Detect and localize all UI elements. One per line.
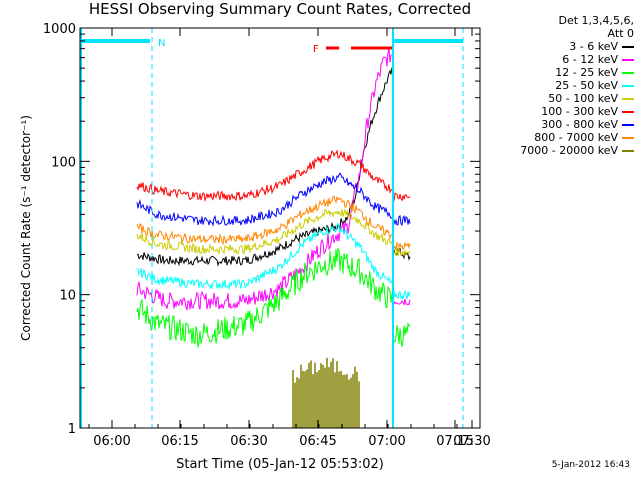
legend-swatch [622, 45, 634, 48]
legend-header-line-2: Att 0 [607, 27, 634, 40]
series-12-25-kev-line [136, 247, 411, 348]
legend-label: 12 - 25 keV [555, 66, 618, 79]
x-tick-label: 06:30 [230, 434, 267, 449]
legend: Det 1,3,4,5,6, Att 0 3 - 6 keV 6 - 12 keV… [484, 14, 634, 157]
series-25-50-kev-line [136, 222, 411, 301]
legend-swatch [622, 58, 634, 61]
legend-item: 6 - 12 keV [484, 53, 634, 66]
series-300-800-kev-line [136, 172, 411, 228]
marker-layer: NF [80, 28, 464, 428]
annotation-n: N [158, 38, 165, 49]
y-axis-label: Corrected Count Rate (s⁻¹ detector⁻¹) [19, 115, 33, 341]
legend-item: 25 - 50 keV [484, 79, 634, 92]
legend-label: 6 - 12 keV [562, 53, 618, 66]
chart-title: HESSI Observing Summary Count Rates, Cor… [88, 0, 472, 18]
legend-label: 3 - 6 keV [569, 40, 618, 53]
x-tick-label: 06:15 [161, 434, 198, 449]
y-tick-label: 1 [68, 422, 76, 437]
series-50-100-kev-line [136, 207, 411, 257]
legend-swatch [622, 136, 634, 139]
x-tick-label: 07:15 [436, 434, 473, 449]
legend-swatch [622, 123, 634, 126]
footer-date: 5-Jan-2012 16:43 [551, 460, 630, 470]
legend-label: 100 - 300 keV [541, 105, 618, 118]
legend-item: 3 - 6 keV [484, 40, 634, 53]
legend-rows: 3 - 6 keV 6 - 12 keV 12 - 25 keV 25 - 50 ke… [484, 40, 634, 157]
legend-header-line-1: Det 1,3,4,5,6, [558, 14, 634, 27]
series-7000-20000-kev [292, 357, 360, 428]
legend-swatch [622, 97, 634, 100]
legend-label: 25 - 50 keV [555, 79, 618, 92]
legend-swatch [622, 84, 634, 87]
x-axis-label: Start Time (05-Jan-12 05:53:02) [176, 457, 384, 472]
y-tick-label: 1000 [43, 22, 76, 37]
legend-item: 12 - 25 keV [484, 66, 634, 79]
x-tick-label: 06:45 [299, 434, 336, 449]
legend-item: 7000 - 20000 keV [484, 144, 634, 157]
legend-item: 100 - 300 keV [484, 105, 634, 118]
legend-item: 800 - 7000 keV [484, 131, 634, 144]
series-layer [136, 48, 411, 428]
legend-swatch [622, 149, 634, 152]
y-tick-label: 10 [59, 289, 76, 304]
plot-frame [79, 27, 481, 429]
x-tick-label: 07:00 [368, 434, 405, 449]
legend-label: 7000 - 20000 keV [520, 144, 618, 157]
series-6-12-kev-line [136, 48, 411, 312]
legend-label: 300 - 800 keV [541, 118, 618, 131]
legend-swatch [622, 110, 634, 113]
x-tick-label: 07:30 [453, 434, 490, 449]
series-800-7000-kev-line [136, 195, 411, 251]
axis-layer: 1 10 100 1000 06:00 06:15 06:30 06:45 07:00 07:15… [19, 22, 491, 472]
legend-label: 800 - 7000 keV [534, 131, 618, 144]
x-tick-label: 06:00 [93, 434, 130, 449]
legend-item: 50 - 100 keV [484, 92, 634, 105]
legend-swatch [622, 71, 634, 74]
series-100-300-kev-line [136, 149, 411, 203]
legend-item: 300 - 800 keV [484, 118, 634, 131]
legend-label: 50 - 100 keV [548, 92, 618, 105]
y-tick-label: 100 [51, 155, 76, 170]
annotation-f: F [313, 44, 319, 55]
